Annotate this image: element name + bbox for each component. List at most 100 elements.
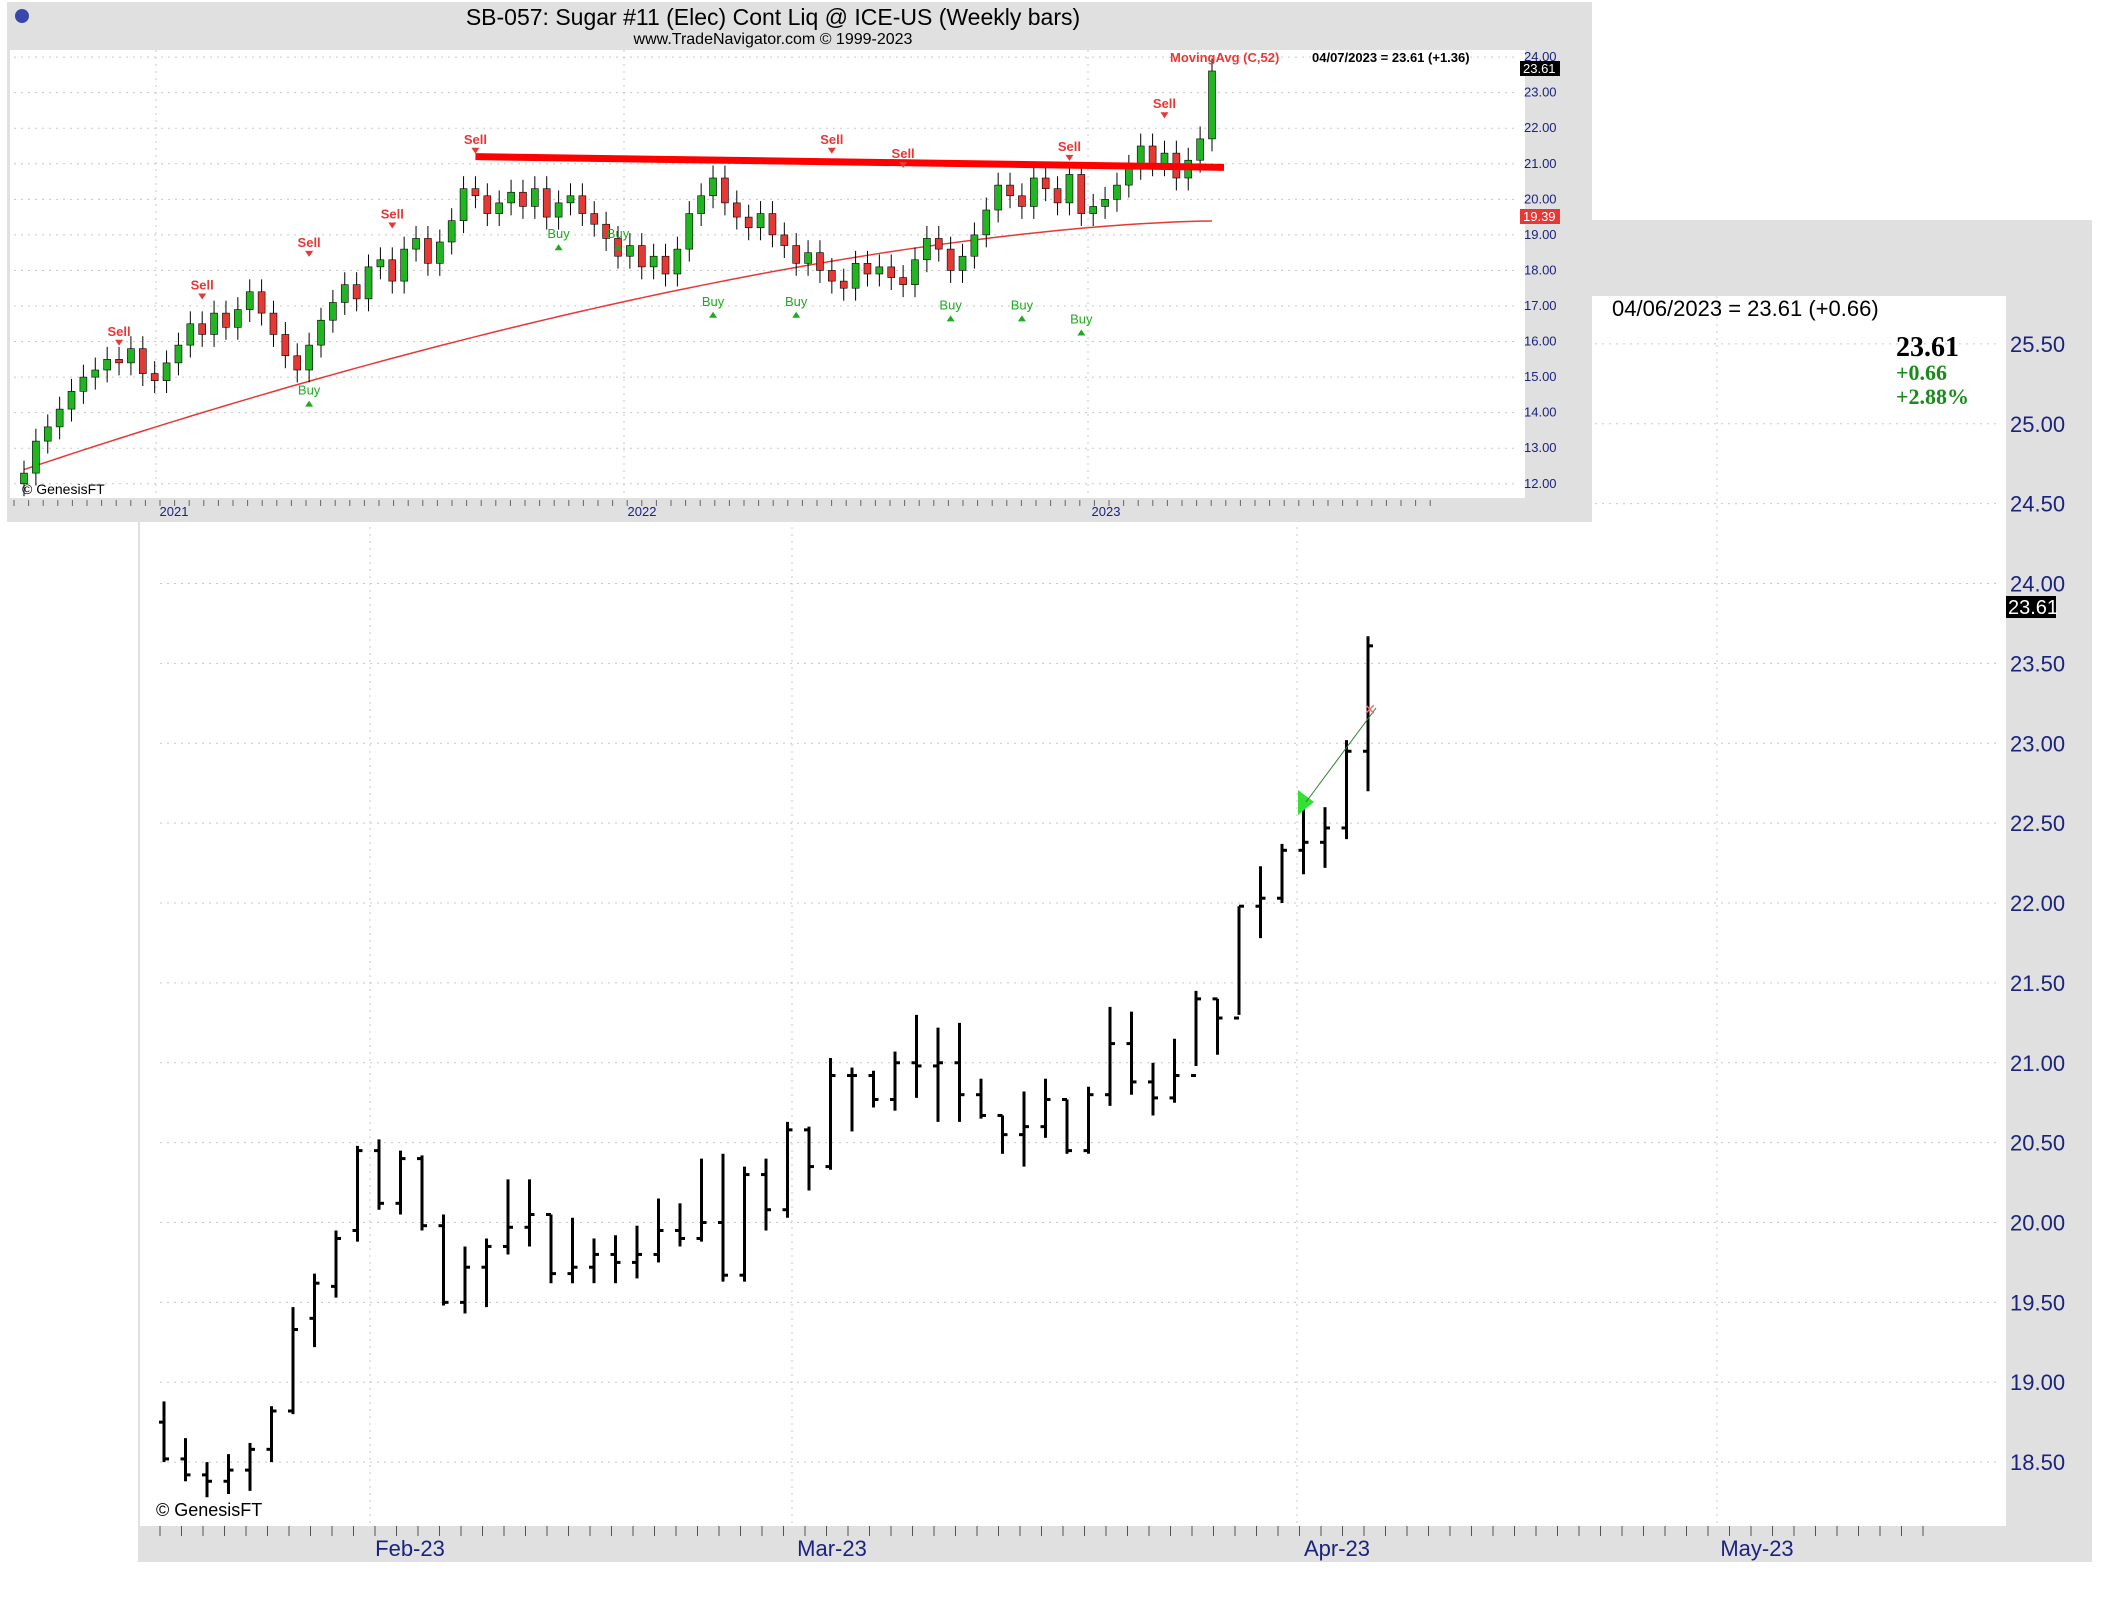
sell-label: Sell [464, 132, 487, 147]
bottom-readout: 04/06/2023 = 23.61 (+0.66) [1612, 296, 1879, 321]
candle [139, 336, 147, 386]
candle-body [400, 248, 408, 282]
y-tick-label: 22.50 [2010, 811, 2065, 836]
y-tick-label: 19.50 [2010, 1290, 2065, 1315]
buy-arrow-icon [1077, 329, 1086, 336]
candle-body [150, 373, 159, 381]
candle [519, 179, 527, 219]
candle-body [174, 344, 183, 364]
ohlc-bar [911, 1014, 922, 1098]
candle-body [804, 252, 812, 264]
trend-line [1305, 707, 1377, 803]
candle [768, 201, 777, 248]
ohlc-bar [632, 1225, 642, 1279]
candle [79, 364, 88, 404]
y-tick-label: 13.00 [1524, 440, 1557, 455]
candle-body [281, 334, 290, 357]
candle-body [709, 177, 717, 197]
y-tick-label: 25.00 [2010, 412, 2065, 437]
candle [281, 322, 290, 369]
candle-body [958, 255, 967, 271]
top-chart: SB-057: Sugar #11 (Elec) Cont Liq @ ICE-… [7, 2, 1592, 522]
ohlc-bar [868, 1070, 879, 1108]
buy-label: Buy [298, 383, 321, 398]
candle-body [1089, 206, 1097, 214]
sell-signal: Sell [892, 146, 915, 168]
candle [946, 236, 955, 283]
ohlc-bar [997, 1113, 1008, 1154]
ohlc-bar [202, 1462, 212, 1498]
candle-body [946, 248, 955, 271]
ohlc-bar [1062, 1097, 1072, 1154]
sell-signal: Sell [820, 132, 843, 154]
candle-body [388, 259, 397, 282]
candle-body [744, 216, 753, 229]
ohlc-bar [653, 1198, 664, 1263]
ohlc-bar [546, 1213, 556, 1284]
candle [958, 243, 967, 283]
candle [1041, 165, 1050, 202]
y-tick-label: 18.50 [2010, 1450, 2065, 1475]
ohlc-bar [696, 1158, 707, 1242]
candle [590, 201, 599, 237]
buy-arrow-icon [554, 244, 563, 251]
sell-arrow-icon [1160, 112, 1169, 119]
y-tick-label: 20.00 [1524, 191, 1557, 206]
candle-body [637, 245, 646, 268]
y-tick-label: 17.00 [1524, 298, 1557, 313]
candle-body [697, 195, 705, 214]
ohlc-bar [890, 1051, 900, 1111]
buy-label: Buy [1011, 297, 1034, 312]
candle-body [590, 213, 599, 225]
buy-label: Buy [547, 226, 570, 241]
buy-signal: Buy [298, 383, 321, 407]
candle-body [495, 202, 504, 214]
ohlc-bar [718, 1153, 728, 1282]
sell-signal: Sell [298, 235, 321, 257]
candle [91, 357, 100, 390]
ohlc-bar [374, 1139, 384, 1210]
buy-label: Buy [785, 294, 808, 309]
candle-body [851, 263, 860, 289]
x-tick-label: Mar-23 [797, 1536, 867, 1561]
candle-body [1077, 174, 1086, 214]
ohlc-bar [847, 1067, 857, 1132]
candle-body [887, 266, 896, 278]
x-tick-label: 2021 [160, 504, 189, 519]
candle-body [55, 408, 64, 428]
buy-label: Buy [607, 226, 630, 241]
sell-label: Sell [107, 324, 130, 339]
x-tick-label: Feb-23 [375, 1536, 445, 1561]
candle [269, 300, 278, 347]
buy-signal: Buy [939, 297, 962, 322]
y-tick-label: 16.00 [1524, 334, 1557, 349]
top-chart-subtitle: www.TradeNavigator.com © 1999-2023 [633, 31, 913, 48]
ohlc-bar [1105, 1006, 1115, 1106]
resistance-line [475, 153, 1225, 171]
candle-body [210, 312, 218, 335]
sell-arrow-icon [305, 250, 314, 257]
candle-body [1006, 184, 1014, 197]
ohlc-bar [352, 1145, 363, 1242]
sell-arrow-icon [471, 147, 480, 154]
candle [352, 272, 361, 312]
candle [1077, 162, 1086, 226]
ohlc-bar [460, 1246, 470, 1314]
bottom-copyright: © GenesisFT [156, 1500, 262, 1520]
ohlc-bar [954, 1022, 965, 1122]
candle-body [519, 191, 527, 207]
y-tick-label: 20.50 [2010, 1131, 2065, 1156]
candle-body [67, 391, 76, 410]
buy-signal: Buy [785, 294, 808, 318]
sell-signal: Sell [464, 132, 487, 154]
candle [234, 297, 242, 340]
candle-body [340, 284, 349, 303]
buy-label: Buy [702, 294, 725, 309]
candle [55, 396, 64, 440]
sell-label: Sell [191, 278, 214, 293]
candle-body [542, 188, 551, 218]
candle-body [293, 355, 302, 371]
ohlc-bar [309, 1273, 320, 1348]
candle [542, 176, 551, 230]
